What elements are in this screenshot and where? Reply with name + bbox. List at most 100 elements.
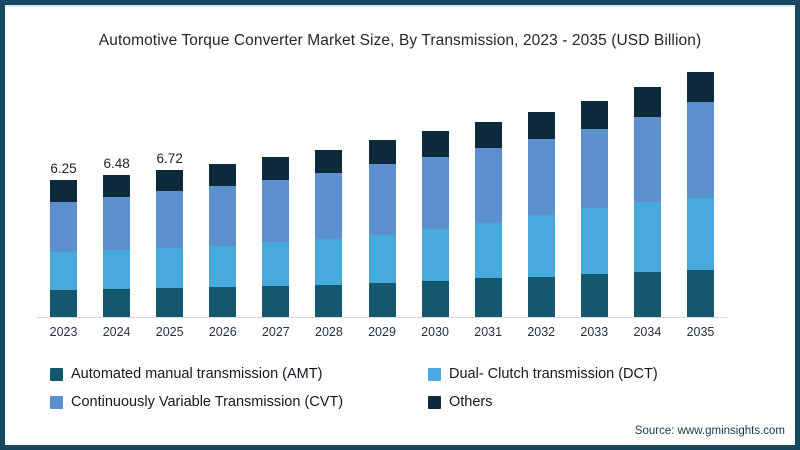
bar-value-label-2023: 6.25	[50, 161, 77, 177]
legend-marker-others	[428, 395, 441, 409]
bar-segment-dct-2025	[156, 247, 184, 288]
bar-segment-amt-2027	[262, 286, 290, 317]
bar-segment-amt-2034	[633, 271, 661, 317]
bar-segment-cvt-2024	[103, 196, 131, 250]
x-axis-label-2025: 2025	[155, 325, 184, 339]
bar-segment-others-2033	[580, 100, 608, 129]
bar-stack-2023	[50, 179, 78, 317]
bar-segment-dct-2028	[315, 239, 343, 285]
bar-segment-amt-2024	[103, 288, 131, 317]
x-axis-label-2023: 2023	[49, 325, 78, 339]
bar-group-2023: 6.25	[37, 67, 90, 317]
bar-segment-others-2026	[209, 164, 237, 187]
bar-stack-2035	[686, 72, 714, 317]
legend-item-others: Others	[428, 393, 658, 411]
legend-marker-amt	[50, 367, 63, 381]
bar-segment-dct-2032	[527, 215, 555, 277]
bar-segment-others-2035	[686, 72, 714, 103]
bar-segment-dct-2024	[103, 249, 131, 289]
bar-segment-amt-2031	[474, 278, 502, 317]
bar-segment-others-2032	[527, 111, 555, 139]
bar-segment-cvt-2031	[474, 148, 502, 223]
frame-inner-highlight	[5, 5, 795, 7]
bar-segment-dct-2033	[580, 207, 608, 274]
x-axis-label-2027: 2027	[261, 325, 290, 339]
x-axis-label-2026: 2026	[208, 325, 237, 339]
bar-segment-cvt-2034	[633, 116, 661, 203]
bar-segment-cvt-2029	[368, 164, 396, 235]
legend-marker-cvt	[50, 395, 63, 409]
bar-segment-others-2027	[262, 156, 290, 180]
bar-stack-2032	[527, 111, 555, 317]
plot-area: 6.25 6.48 6.72	[37, 67, 727, 318]
bar-segment-others-2023	[50, 179, 78, 202]
legend: Automated manual transmission (AMT) Dual-…	[50, 365, 658, 411]
bar-segment-cvt-2027	[262, 179, 290, 243]
bar-segment-cvt-2023	[50, 201, 78, 253]
bar-value-label-2025: 6.72	[156, 151, 183, 167]
bar-stack-2031	[474, 122, 502, 317]
legend-label-cvt: Continuously Variable Transmission (CVT)	[71, 394, 344, 410]
x-axis-label-2031: 2031	[474, 325, 503, 339]
bar-group-2033	[568, 67, 621, 317]
bar-stack-2033	[580, 100, 608, 317]
chart-title: Automotive Torque Converter Market Size,…	[98, 32, 702, 49]
bar-value-label-2024: 6.48	[103, 156, 130, 172]
bar-segment-others-2028	[315, 149, 343, 173]
bar-segment-dct-2027	[262, 242, 290, 287]
x-axis-line	[37, 317, 727, 318]
x-axis-label-2024: 2024	[102, 325, 131, 339]
bar-stack-2026	[209, 164, 237, 317]
source-attribution: Source: www.gminsights.com	[634, 425, 785, 437]
legend-label-amt: Automated manual transmission (AMT)	[71, 366, 323, 382]
legend-marker-dct	[428, 367, 441, 381]
bar-stack-2024	[103, 174, 131, 317]
legend-item-cvt: Continuously Variable Transmission (CVT)	[50, 393, 428, 411]
legend-label-dct: Dual- Clutch transmission (DCT)	[449, 366, 658, 382]
bar-segment-others-2034	[633, 87, 661, 117]
bar-stack-2030	[421, 130, 449, 317]
bar-segment-amt-2025	[156, 287, 184, 317]
bar-segment-dct-2035	[686, 198, 714, 270]
bar-segment-others-2031	[474, 122, 502, 149]
x-axis-label-2032: 2032	[527, 325, 556, 339]
x-axis-labels: 2023 2024 2025 2026 2027 2028 2029 2030 2031 2032…	[37, 325, 727, 339]
bar-stack-2025	[156, 169, 184, 317]
bar-segment-cvt-2032	[527, 138, 555, 216]
bar-segment-dct-2030	[421, 229, 449, 281]
x-axis-label-2035: 2035	[686, 325, 715, 339]
bar-segment-cvt-2033	[580, 128, 608, 208]
bar-group-2025: 6.72	[143, 67, 196, 317]
bar-segment-dct-2023	[50, 252, 78, 291]
bar-segment-dct-2029	[368, 234, 396, 283]
bar-segment-others-2030	[421, 130, 449, 157]
bar-group-2027	[249, 67, 302, 317]
bar-group-2026	[196, 67, 249, 317]
bar-stack-2029	[368, 140, 396, 317]
bar-segment-amt-2033	[580, 274, 608, 317]
legend-item-dct: Dual- Clutch transmission (DCT)	[428, 365, 658, 383]
bar-group-2035	[674, 67, 727, 317]
bar-group-2034	[621, 67, 674, 317]
bar-segment-cvt-2035	[686, 102, 714, 199]
bar-group-2029	[355, 67, 408, 317]
bar-segment-cvt-2030	[421, 156, 449, 230]
x-axis-label-2034: 2034	[633, 325, 662, 339]
x-axis-label-2029: 2029	[368, 325, 396, 339]
bar-group-2032	[515, 67, 568, 317]
x-axis-label-2033: 2033	[580, 325, 609, 339]
bar-segment-others-2025	[156, 169, 184, 192]
bar-segment-dct-2034	[633, 202, 661, 272]
x-axis-label-2030: 2030	[421, 325, 449, 339]
bar-group-2024: 6.48	[90, 67, 143, 317]
legend-item-amt: Automated manual transmission (AMT)	[50, 365, 428, 383]
bar-segment-amt-2026	[209, 287, 237, 317]
bar-segment-cvt-2025	[156, 191, 184, 248]
bar-segment-amt-2030	[421, 280, 449, 317]
bar-stack-2034	[633, 87, 661, 317]
bar-segment-amt-2029	[368, 283, 396, 317]
bar-segment-amt-2023	[50, 290, 78, 317]
bar-segment-amt-2032	[527, 276, 555, 317]
bar-segment-amt-2035	[686, 269, 714, 317]
